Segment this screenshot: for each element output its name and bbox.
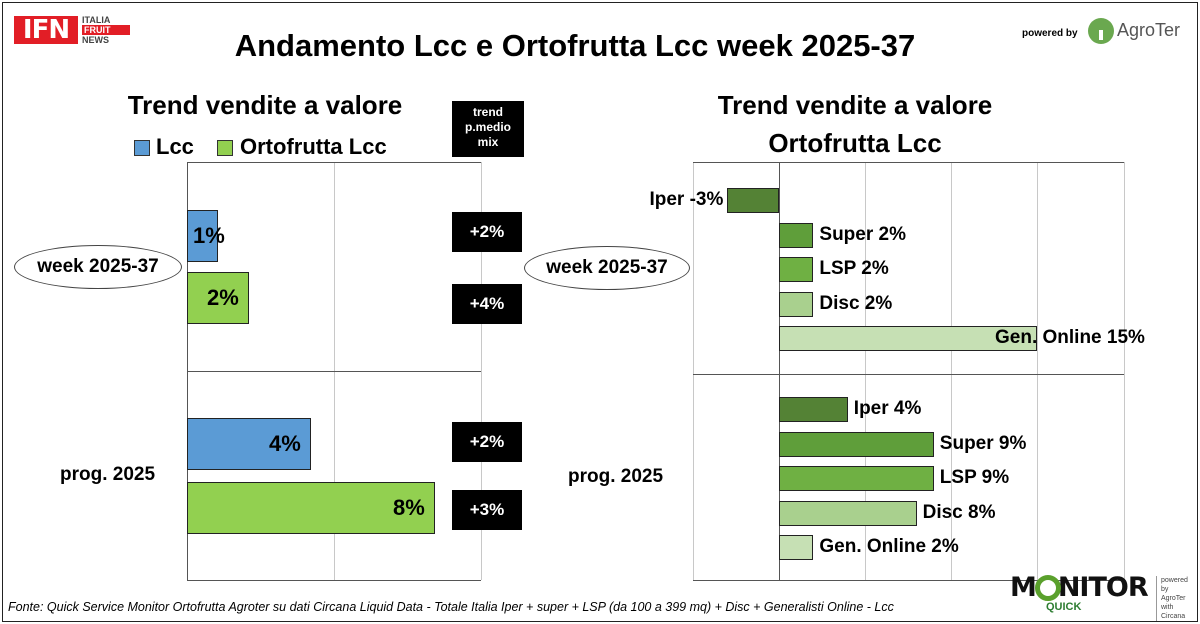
channel-bar-label: Gen. Online 15% bbox=[995, 327, 1145, 348]
tree-icon bbox=[1088, 18, 1114, 44]
right-chart-title-line1: Trend vendite a valore bbox=[717, 90, 993, 120]
channel-bar-label: LSP 2% bbox=[819, 258, 889, 279]
channel-bar-label: Disc 8% bbox=[922, 501, 996, 523]
axis-line bbox=[187, 162, 188, 580]
channel-bar-label: Super 9% bbox=[939, 432, 1027, 454]
left-bar-chart: 1% 4% 2% 8% week 2025-37 prog. 2025 +2% +4% +2% +… bbox=[0, 0, 600, 600]
page-title: Andamento Lcc e Ortofrutta Lcc week 2025… bbox=[234, 28, 916, 63]
agroter-logo-text: AgroTer bbox=[1117, 20, 1181, 40]
powered-by-label: powered by bbox=[1022, 28, 1078, 39]
axis-line bbox=[693, 580, 1124, 581]
group-label-week: week 2025-37 bbox=[524, 246, 690, 290]
channel-bar-iper bbox=[779, 397, 848, 422]
trend-value-box: +4% bbox=[452, 284, 522, 324]
axis-line bbox=[779, 162, 780, 580]
axis-line bbox=[693, 374, 1124, 375]
monitor-quick-logo: MONITOR QUICK powered by AgroTer with Ci… bbox=[1010, 572, 1196, 621]
group-label-week: week 2025-37 bbox=[14, 245, 182, 289]
monitor-logo-credits: powered by AgroTer with Circana bbox=[1156, 576, 1196, 621]
left-chart-title: Trend vendite a valore bbox=[127, 90, 403, 120]
gridline bbox=[1037, 162, 1038, 580]
right-chart-title-line2: Ortofrutta Lcc bbox=[768, 128, 942, 158]
gridline bbox=[1124, 162, 1125, 580]
legend-label-lcc: Lcc bbox=[156, 134, 194, 159]
ifn-logo-mark: IFN bbox=[14, 16, 78, 44]
trend-header-box: trend p.medio mix bbox=[452, 101, 524, 157]
bar-value-label: 1% bbox=[193, 223, 225, 248]
channel-bar-label: Gen. Online 2% bbox=[819, 536, 959, 557]
group-label-prog: prog. 2025 bbox=[568, 466, 664, 487]
right-bar-chart: Iper -3% Super 2% LSP 2% Disc 2% Gen. Online… bbox=[524, 162, 1145, 581]
axis-line bbox=[693, 162, 1124, 163]
gridline bbox=[693, 162, 694, 580]
channel-bar-label: Iper 4% bbox=[853, 398, 922, 419]
monitor-credit-line: powered by bbox=[1161, 577, 1188, 593]
ifn-logo: IFN ITALIA FRUIT NEWS bbox=[14, 14, 130, 50]
channel-bar-label: Disc 2% bbox=[819, 292, 893, 314]
legend-swatch-lcc bbox=[134, 140, 150, 156]
channel-bar-disc bbox=[779, 291, 814, 317]
trend-value-box: +2% bbox=[452, 422, 522, 462]
channel-bar-iper bbox=[727, 188, 779, 213]
channel-bar-gen-online bbox=[779, 535, 814, 560]
channel-bar-disc bbox=[779, 500, 917, 526]
magnifier-icon bbox=[1035, 575, 1061, 601]
ifn-logo-text: ITALIA FRUIT NEWS bbox=[82, 15, 130, 45]
axis-line bbox=[187, 371, 481, 372]
bar-value-label: 4% bbox=[269, 431, 301, 456]
ifn-logo-line: ITALIA bbox=[82, 15, 111, 25]
trend-header-line: p.medio bbox=[464, 120, 511, 134]
trend-header-line: trend bbox=[473, 105, 503, 119]
legend-label-ortofrutta: Ortofrutta Lcc bbox=[240, 134, 387, 159]
bar-lcc bbox=[187, 210, 218, 262]
bar-ortofrutta bbox=[187, 272, 249, 324]
bar-lcc bbox=[187, 418, 311, 470]
bar-value-label: 2% bbox=[207, 285, 239, 310]
monitor-credit-line: AgroTer bbox=[1161, 595, 1186, 602]
monitor-logo-word: MONITOR bbox=[1010, 572, 1149, 603]
group-label-prog: prog. 2025 bbox=[60, 464, 156, 485]
bar-ortofrutta bbox=[187, 482, 435, 534]
monitor-credit-line: Circana bbox=[1161, 613, 1186, 620]
source-note: Fonte: Quick Service Monitor Ortofrutta … bbox=[8, 600, 894, 614]
trend-header-line: mix bbox=[477, 135, 499, 149]
channel-bar-gen-online bbox=[779, 326, 1037, 351]
gridline bbox=[951, 162, 952, 580]
trend-value-box: +3% bbox=[452, 490, 522, 530]
axis-line bbox=[187, 162, 481, 163]
channel-bar-super bbox=[779, 431, 934, 457]
gridline bbox=[865, 162, 866, 580]
monitor-logo-sub: QUICK bbox=[1046, 601, 1082, 613]
channel-bar-lsp bbox=[779, 257, 814, 282]
agroter-logo: AgroTer bbox=[1088, 18, 1188, 48]
axis-line bbox=[187, 580, 481, 581]
ifn-logo-line: FRUIT bbox=[82, 25, 130, 35]
bar-value-label: 8% bbox=[393, 495, 425, 520]
ifn-logo-line: NEWS bbox=[82, 35, 109, 45]
monitor-credit-line: with bbox=[1161, 604, 1174, 611]
channel-bar-super bbox=[779, 222, 814, 248]
channel-bar-label: LSP 9% bbox=[939, 467, 1010, 488]
trend-value-box: +2% bbox=[452, 212, 522, 252]
gridline bbox=[481, 162, 482, 580]
channel-bar-lsp bbox=[779, 466, 934, 491]
legend-swatch-ortofrutta bbox=[217, 140, 233, 156]
channel-bar-label: Super 2% bbox=[819, 223, 906, 245]
channel-bar-label: Iper -3% bbox=[649, 189, 724, 210]
